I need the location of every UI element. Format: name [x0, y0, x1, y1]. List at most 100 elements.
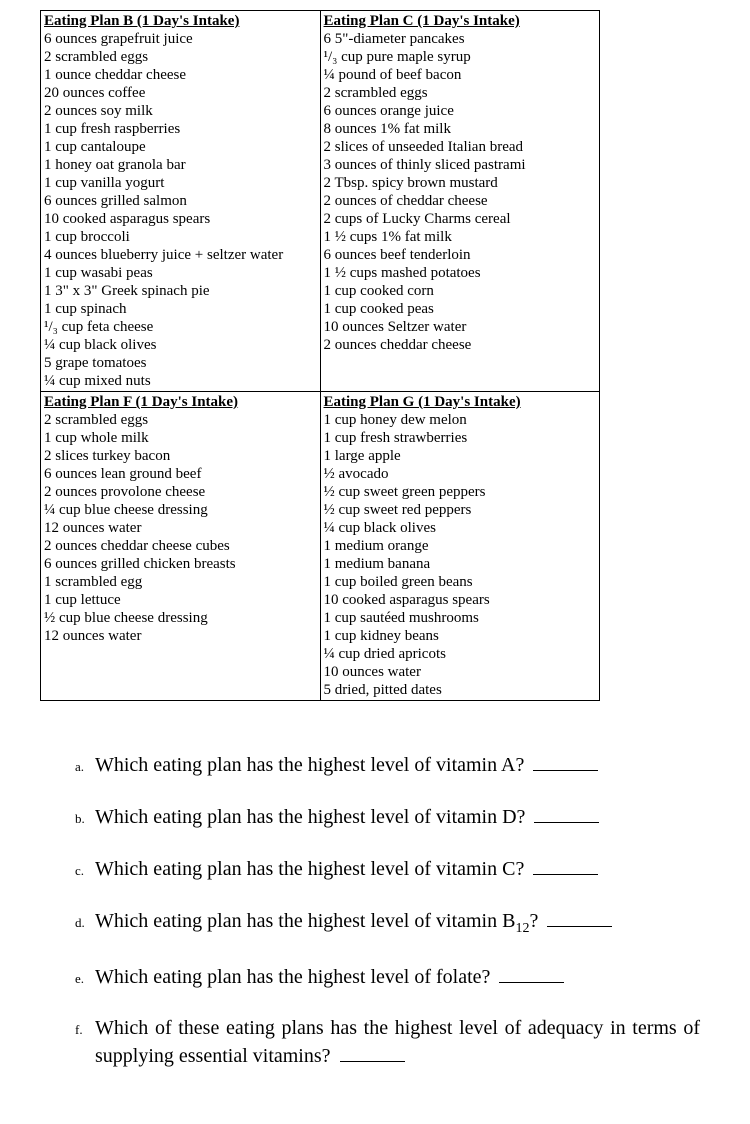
- answer-blank: [534, 803, 599, 823]
- plan-item: 1 medium banana: [324, 555, 597, 573]
- question-text: Which eating plan has the highest level …: [95, 855, 700, 883]
- plan-item: ¹/₃ cup pure maple syrup: [324, 48, 597, 66]
- plan-c-items: 6 5"-diameter pancakes¹/₃ cup pure maple…: [324, 30, 597, 354]
- question-c: c. Which eating plan has the highest lev…: [75, 855, 700, 883]
- plan-item: 5 grape tomatoes: [44, 354, 317, 372]
- plan-item: 1 cup wasabi peas: [44, 264, 317, 282]
- plan-item: 12 ounces water: [44, 627, 317, 645]
- plan-item: 1 cup whole milk: [44, 429, 317, 447]
- question-letter: d.: [75, 914, 89, 932]
- question-letter: e.: [75, 970, 89, 988]
- plan-g-title: Eating Plan G (1 Day's Intake): [324, 393, 597, 411]
- eating-plans-table: Eating Plan B (1 Day's Intake) 6 ounces …: [40, 10, 600, 701]
- answer-blank: [533, 855, 598, 875]
- plan-item: 1 3" x 3" Greek spinach pie: [44, 282, 317, 300]
- plan-item: ¼ cup black olives: [44, 336, 317, 354]
- plan-item: 1 cup sautéed mushrooms: [324, 609, 597, 627]
- question-letter: a.: [75, 758, 89, 776]
- plan-item: 1 medium orange: [324, 537, 597, 555]
- question-text: Which eating plan has the highest level …: [95, 907, 700, 939]
- questions-list: a. Which eating plan has the highest lev…: [75, 751, 700, 1070]
- plan-item: 6 ounces grapefruit juice: [44, 30, 317, 48]
- plan-item: 2 scrambled eggs: [44, 48, 317, 66]
- plan-item: 8 ounces 1% fat milk: [324, 120, 597, 138]
- plan-item: 2 scrambled eggs: [44, 411, 317, 429]
- plan-item: 1 cup cantaloupe: [44, 138, 317, 156]
- plan-item: 10 cooked asparagus spears: [324, 591, 597, 609]
- plan-item: 1 large apple: [324, 447, 597, 465]
- plan-item: 6 ounces grilled salmon: [44, 192, 317, 210]
- plan-item: 1 ½ cups 1% fat milk: [324, 228, 597, 246]
- plan-item: 10 ounces water: [324, 663, 597, 681]
- plan-item: 1 cup cooked corn: [324, 282, 597, 300]
- plan-item: 10 cooked asparagus spears: [44, 210, 317, 228]
- plan-item: 2 ounces soy milk: [44, 102, 317, 120]
- plan-item: 1 honey oat granola bar: [44, 156, 317, 174]
- plan-item: ¼ cup dried apricots: [324, 645, 597, 663]
- plan-item: 1 cup fresh strawberries: [324, 429, 597, 447]
- plan-f-cell: Eating Plan F (1 Day's Intake) 2 scrambl…: [41, 392, 321, 701]
- plan-item: 1 cup fresh raspberries: [44, 120, 317, 138]
- plan-item: 1 cup cooked peas: [324, 300, 597, 318]
- plan-item: 5 dried, pitted dates: [324, 681, 597, 699]
- plan-item: 2 scrambled eggs: [324, 84, 597, 102]
- plan-item: 20 ounces coffee: [44, 84, 317, 102]
- question-f: f. Which of these eating plans has the h…: [75, 1015, 700, 1070]
- plan-item: 1 cup kidney beans: [324, 627, 597, 645]
- plan-g-cell: Eating Plan G (1 Day's Intake) 1 cup hon…: [320, 392, 600, 701]
- plan-item: 2 ounces cheddar cheese cubes: [44, 537, 317, 555]
- plan-item: 1 cup lettuce: [44, 591, 317, 609]
- plan-item: ½ cup blue cheese dressing: [44, 609, 317, 627]
- plan-item: 2 ounces cheddar cheese: [324, 336, 597, 354]
- plan-f-title: Eating Plan F (1 Day's Intake): [44, 393, 317, 411]
- plan-f-items: 2 scrambled eggs1 cup whole milk2 slices…: [44, 411, 317, 645]
- plan-item: ½ avocado: [324, 465, 597, 483]
- plan-item: 12 ounces water: [44, 519, 317, 537]
- plan-item: ¹/₃ cup feta cheese: [44, 318, 317, 336]
- plan-item: ½ cup sweet green peppers: [324, 483, 597, 501]
- question-b: b. Which eating plan has the highest lev…: [75, 803, 700, 831]
- plan-item: 6 ounces beef tenderloin: [324, 246, 597, 264]
- plan-item: 10 ounces Seltzer water: [324, 318, 597, 336]
- answer-blank: [533, 751, 598, 771]
- plan-item: 6 ounces orange juice: [324, 102, 597, 120]
- plan-item: ¼ pound of beef bacon: [324, 66, 597, 84]
- plan-c-cell: Eating Plan C (1 Day's Intake) 6 5"-diam…: [320, 11, 600, 392]
- plan-item: 2 ounces provolone cheese: [44, 483, 317, 501]
- plan-item: 6 ounces grilled chicken breasts: [44, 555, 317, 573]
- plan-item: 1 cup vanilla yogurt: [44, 174, 317, 192]
- plan-item: 1 ½ cups mashed potatoes: [324, 264, 597, 282]
- plan-item: 2 ounces of cheddar cheese: [324, 192, 597, 210]
- question-letter: f.: [75, 1021, 89, 1039]
- plan-item: ¼ cup blue cheese dressing: [44, 501, 317, 519]
- answer-blank: [499, 963, 564, 983]
- plan-item: 1 scrambled egg: [44, 573, 317, 591]
- plan-item: 6 ounces lean ground beef: [44, 465, 317, 483]
- question-text: Which eating plan has the highest level …: [95, 751, 700, 779]
- plan-b-cell: Eating Plan B (1 Day's Intake) 6 ounces …: [41, 11, 321, 392]
- plan-item: 1 cup boiled green beans: [324, 573, 597, 591]
- plan-item: 3 ounces of thinly sliced pastrami: [324, 156, 597, 174]
- plan-item: 1 cup broccoli: [44, 228, 317, 246]
- plan-item: ½ cup sweet red peppers: [324, 501, 597, 519]
- answer-blank: [340, 1042, 405, 1062]
- plan-item: 2 cups of Lucky Charms cereal: [324, 210, 597, 228]
- plan-item: 2 slices of unseeded Italian bread: [324, 138, 597, 156]
- plan-item: 2 slices turkey bacon: [44, 447, 317, 465]
- plan-b-items: 6 ounces grapefruit juice2 scrambled egg…: [44, 30, 317, 390]
- question-text: Which eating plan has the highest level …: [95, 803, 700, 831]
- plan-item: 4 ounces blueberry juice + seltzer water: [44, 246, 317, 264]
- question-letter: c.: [75, 862, 89, 880]
- plan-item: ¼ cup mixed nuts: [44, 372, 317, 390]
- plan-item: 1 ounce cheddar cheese: [44, 66, 317, 84]
- plan-item: 6 5"-diameter pancakes: [324, 30, 597, 48]
- plan-item: 2 Tbsp. spicy brown mustard: [324, 174, 597, 192]
- question-a: a. Which eating plan has the highest lev…: [75, 751, 700, 779]
- plan-b-title: Eating Plan B (1 Day's Intake): [44, 12, 317, 30]
- plan-g-items: 1 cup honey dew melon1 cup fresh strawbe…: [324, 411, 597, 699]
- plan-c-title: Eating Plan C (1 Day's Intake): [324, 12, 597, 30]
- answer-blank: [547, 907, 612, 927]
- plan-item: ¼ cup black olives: [324, 519, 597, 537]
- question-letter: b.: [75, 810, 89, 828]
- question-d: d. Which eating plan has the highest lev…: [75, 907, 700, 939]
